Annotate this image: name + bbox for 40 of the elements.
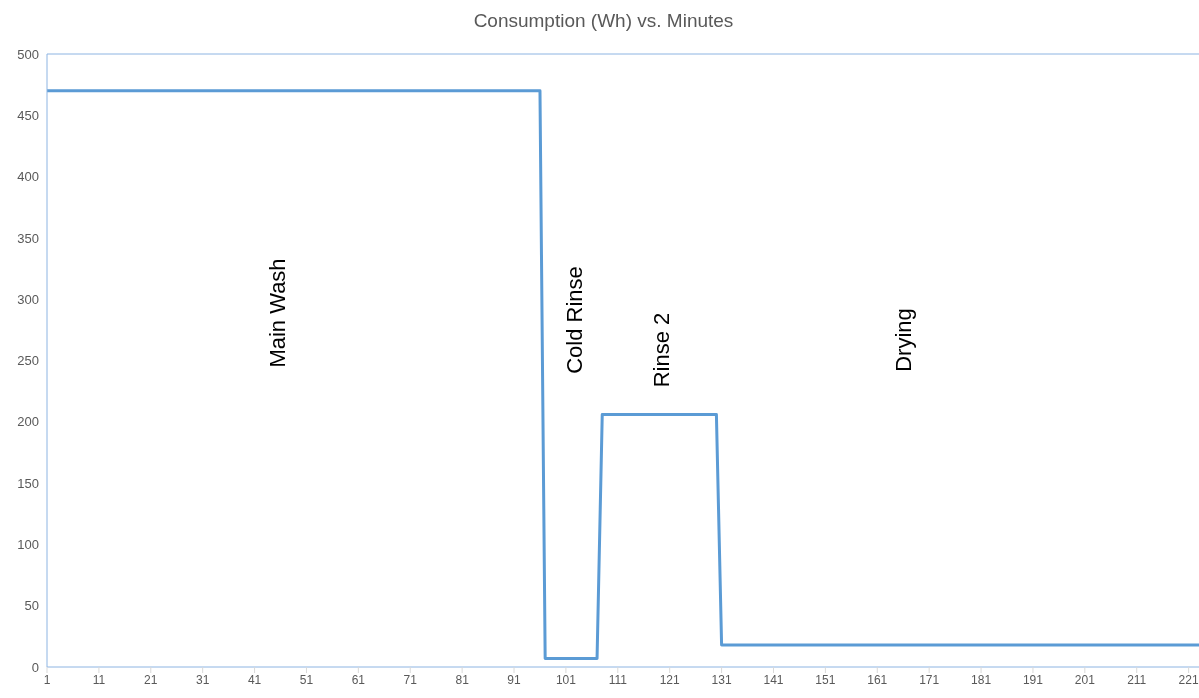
- x-tick-label: 71: [403, 672, 418, 687]
- y-tick-label: 250: [17, 353, 39, 369]
- annotation: Cold Rinse: [561, 266, 587, 374]
- x-tick-label: 111: [608, 672, 628, 687]
- annotation: Rinse 2: [648, 312, 674, 388]
- x-tick-label: 181: [971, 672, 992, 687]
- x-tick-label: 191: [1022, 672, 1044, 687]
- x-tick-label: 221: [1178, 672, 1199, 687]
- y-tick-label: 500: [17, 46, 39, 62]
- x-tick-label: 101: [555, 672, 577, 687]
- x-tick-label: 1: [43, 672, 51, 687]
- annotation: Drying: [890, 308, 916, 372]
- y-tick-label: 50: [24, 598, 39, 614]
- line-series: [47, 89, 1199, 660]
- x-tick-label: 141: [763, 672, 784, 687]
- y-tick-label: 100: [17, 537, 39, 553]
- x-tick-label: 121: [659, 672, 681, 687]
- x-tick-label: 21: [144, 672, 158, 687]
- x-tick-label: 31: [196, 672, 210, 687]
- y-tick-label: 200: [17, 414, 39, 430]
- chart-title: Consumption (Wh) vs. Minutes: [472, 10, 735, 32]
- y-tick-label: 0: [31, 659, 39, 675]
- x-tick-label: 61: [351, 672, 366, 687]
- y-tick-label: 150: [17, 475, 39, 491]
- x-tick-label: 161: [867, 672, 888, 687]
- x-tick-label: 81: [455, 672, 470, 687]
- x-tick-label: 211: [1127, 672, 1147, 687]
- x-tick-label: 151: [815, 672, 836, 687]
- x-tick-label: 51: [299, 672, 314, 687]
- x-tick-label: 201: [1074, 672, 1096, 687]
- x-tick-label: 41: [247, 672, 262, 687]
- y-tick-label: 300: [17, 291, 39, 307]
- y-tick-label: 400: [17, 169, 39, 185]
- x-tick-label: 11: [92, 672, 106, 687]
- y-tick-label: 450: [17, 107, 39, 123]
- annotation: Main Wash: [264, 258, 290, 368]
- y-tick-label: 350: [17, 230, 39, 246]
- x-tick-label: 171: [919, 672, 940, 687]
- x-tick-label: 91: [507, 672, 522, 687]
- x-tick-label: 131: [711, 672, 732, 687]
